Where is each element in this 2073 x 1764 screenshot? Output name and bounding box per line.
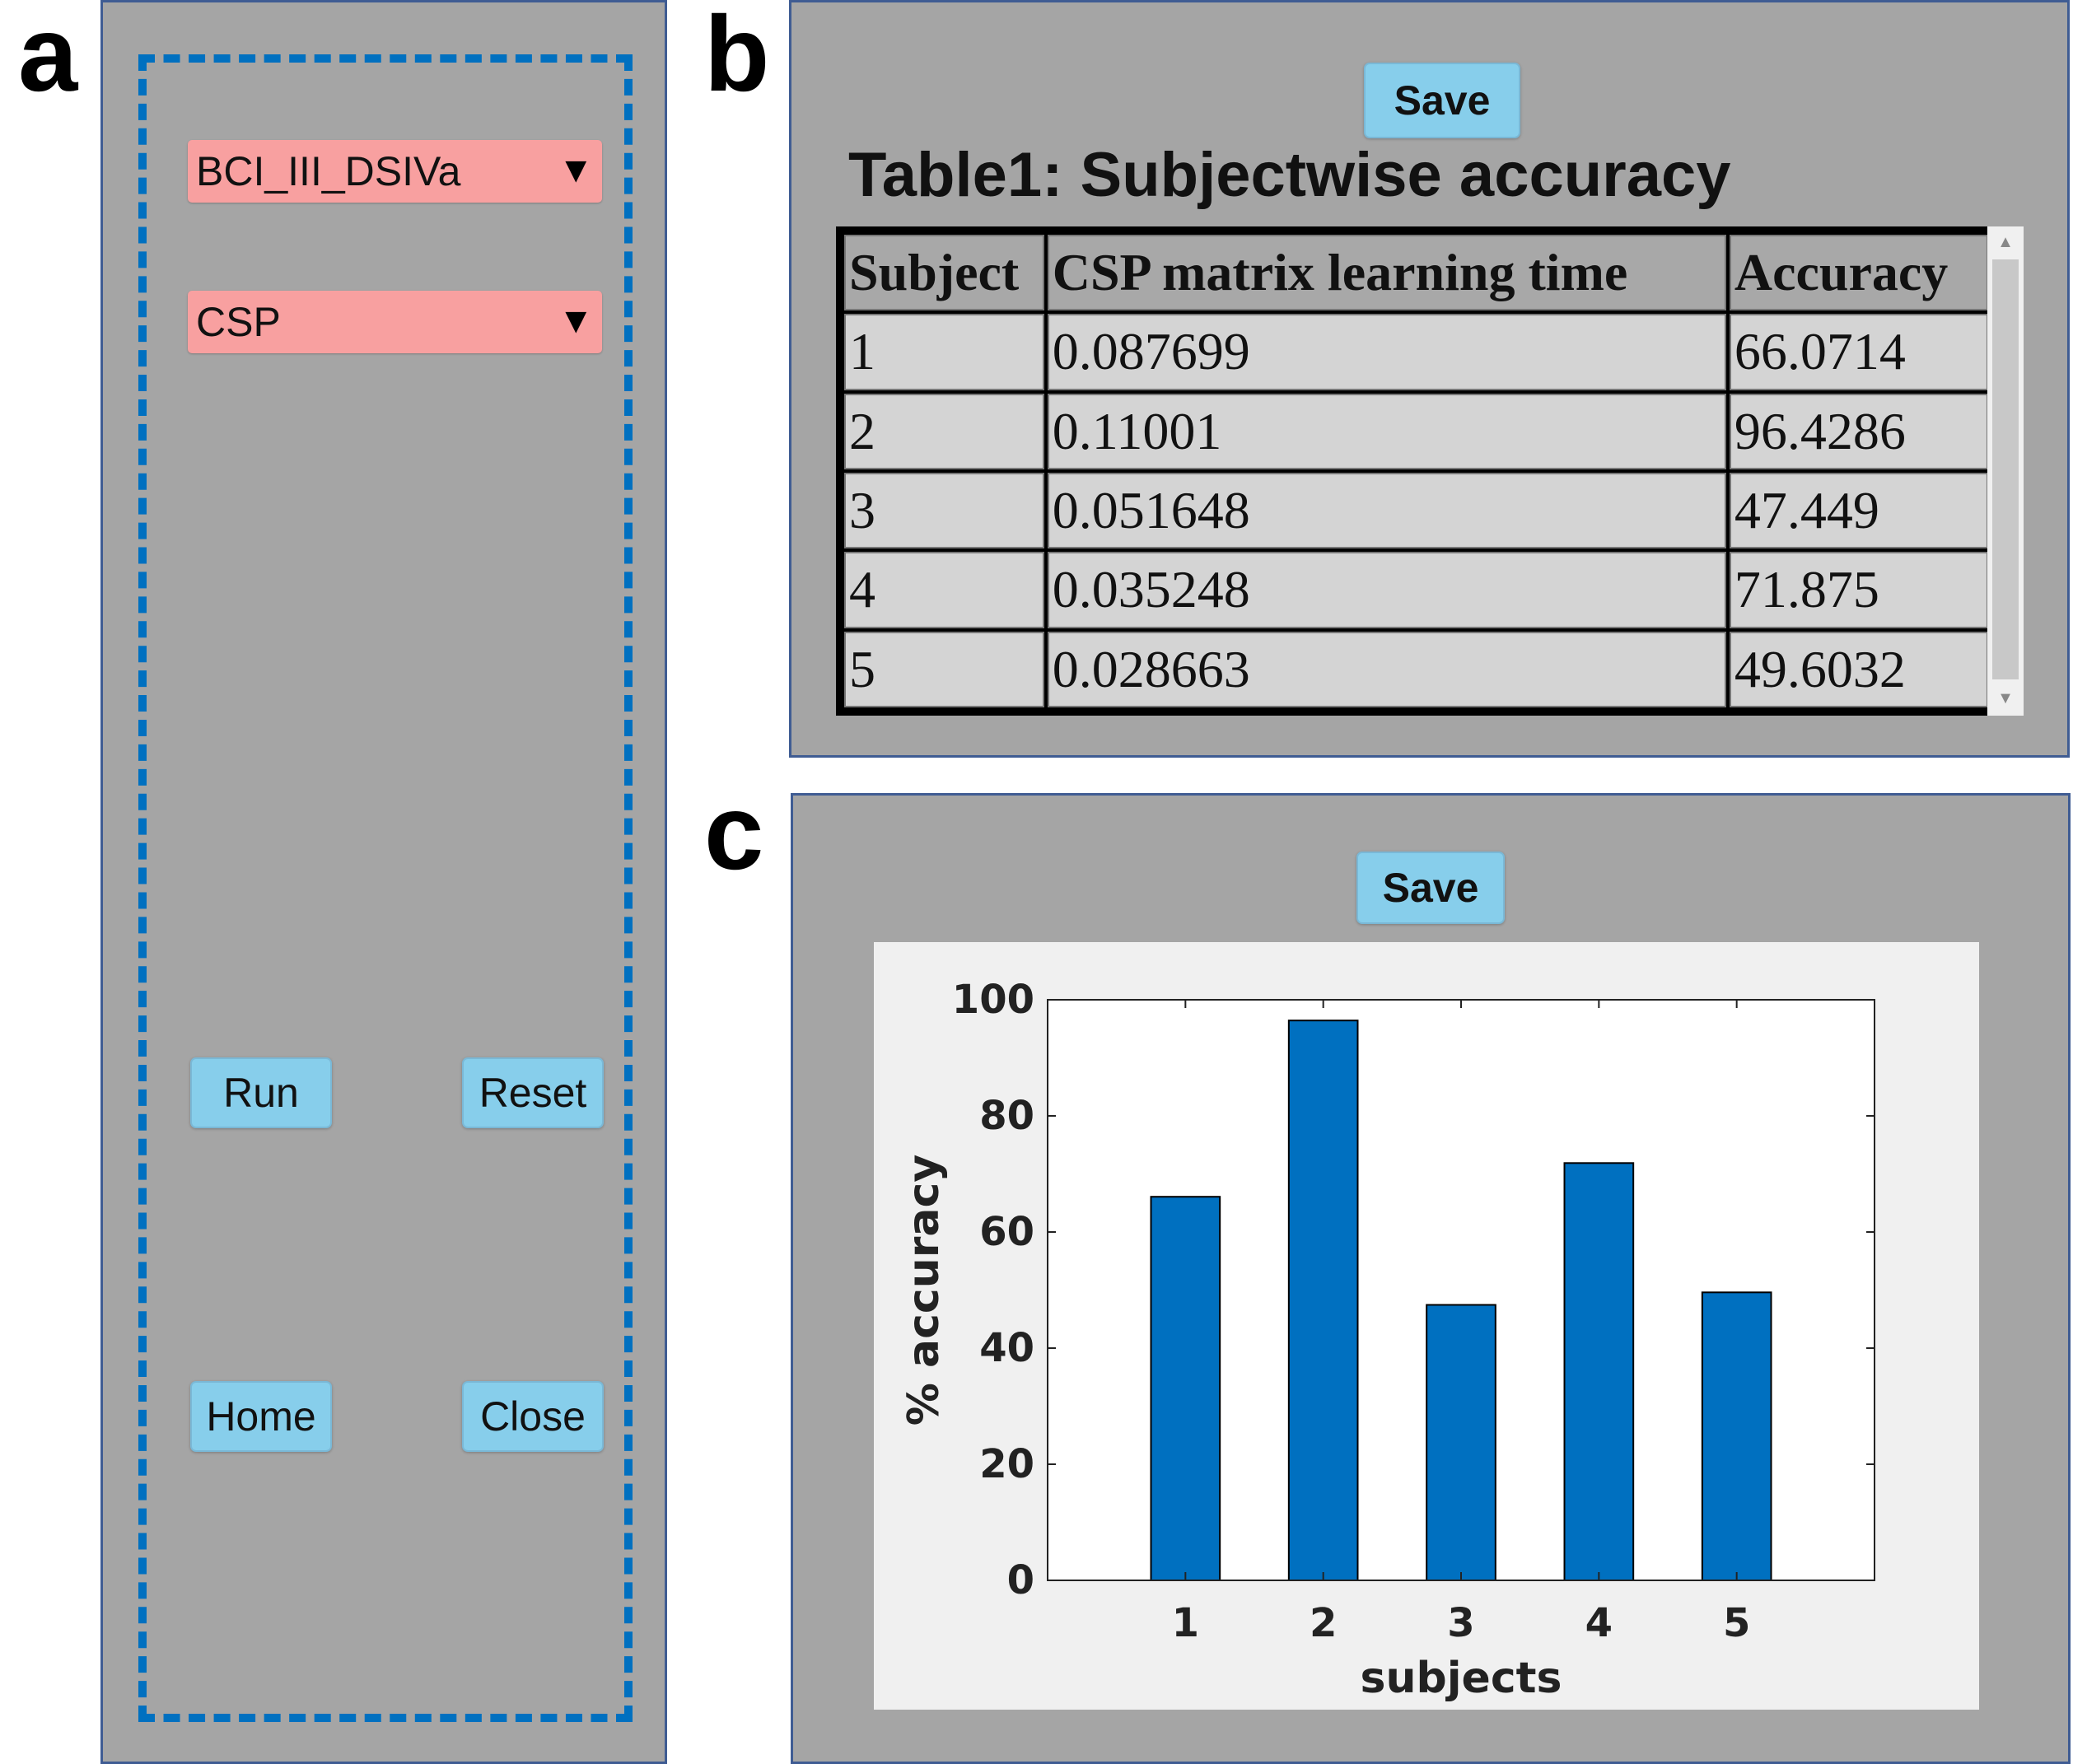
y-axis-label: % accuracy	[899, 1155, 949, 1426]
table-cell: 96.4286	[1729, 393, 1988, 469]
table-row: 1 0.087699 66.0714	[844, 314, 1988, 390]
reset-button[interactable]: Reset	[462, 1057, 604, 1128]
y-tick-label: 80	[979, 1093, 1034, 1139]
y-tick-label: 40	[979, 1325, 1034, 1371]
column-header: CSP matrix learning time	[1047, 235, 1726, 311]
table-row: 4 0.035248 71.875	[844, 552, 1988, 628]
plot-background: 0 20 40 60 80 100 1 2 3 4 5 subjects % accuracy	[874, 942, 1979, 1710]
bar	[1426, 1304, 1496, 1581]
bar	[1701, 1291, 1772, 1581]
table-scrollbar[interactable]: ▲ ▼	[1987, 226, 2024, 716]
table-cell: 0.051648	[1047, 472, 1726, 549]
home-button[interactable]: Home	[190, 1381, 332, 1452]
accuracy-bar-chart: 0 20 40 60 80 100 1 2 3 4 5 subjects % accuracy	[899, 977, 1875, 1703]
table-cell: 1	[844, 314, 1044, 390]
control-panel: BCI_III_DSIVa ▼ CSP ▼ Run Reset Home Clo…	[100, 0, 667, 1764]
table-cell: 47.449	[1729, 472, 1988, 549]
results-table: Subject CSP matrix learning time Accurac…	[841, 231, 1991, 711]
save-table-button[interactable]: Save	[1364, 63, 1520, 138]
table-row: 2 0.11001 96.4286	[844, 393, 1988, 469]
accuracy-chart-panel: Save 0 20 40 60 80 100 1 2 3 4 5 subjects % accuracy	[791, 793, 2071, 1764]
table-cell: 3	[844, 472, 1044, 549]
scroll-up-icon[interactable]: ▲	[1997, 233, 2014, 251]
y-tick-label: 100	[952, 977, 1034, 1023]
x-axis-label: subjects	[1361, 1654, 1562, 1703]
method-dropdown-value: CSP	[196, 299, 281, 345]
results-table-panel: Save Table1: Subjectwise accuracy Subjec…	[789, 0, 2070, 758]
run-button[interactable]: Run	[190, 1057, 332, 1128]
x-tick-label: 1	[1172, 1600, 1199, 1646]
results-table-frame: Subject CSP matrix learning time Accurac…	[836, 226, 1996, 716]
column-header: Accuracy	[1729, 235, 1988, 311]
y-tick-label: 0	[1007, 1557, 1034, 1603]
bar	[1150, 1196, 1221, 1581]
dataset-dropdown-value: BCI_III_DSIVa	[196, 148, 461, 194]
table-cell: 0.028663	[1047, 631, 1726, 707]
column-header: Subject	[844, 235, 1044, 311]
table-cell: 71.875	[1729, 552, 1988, 628]
table-cell: 66.0714	[1729, 314, 1988, 390]
table-title: Table1: Subjectwise accuracy	[848, 140, 1731, 210]
x-tick-label: 2	[1310, 1600, 1337, 1646]
dashed-highlight-box	[138, 54, 633, 1722]
chevron-down-icon: ▼	[558, 301, 594, 341]
chevron-down-icon: ▼	[558, 150, 594, 190]
x-tick-label: 5	[1723, 1600, 1750, 1646]
x-tick-label: 4	[1585, 1600, 1613, 1646]
table-cell: 4	[844, 552, 1044, 628]
bar	[1287, 1020, 1359, 1582]
scrollbar-thumb[interactable]	[1992, 259, 2019, 679]
table-row: 5 0.028663 49.6032	[844, 631, 1988, 707]
y-tick-label: 60	[979, 1209, 1034, 1255]
dataset-dropdown[interactable]: BCI_III_DSIVa ▼	[188, 140, 602, 203]
table-row: 3 0.051648 47.449	[844, 472, 1988, 549]
save-chart-button[interactable]: Save	[1356, 852, 1505, 924]
panel-label-a: a	[18, 0, 78, 114]
table-cell: 2	[844, 393, 1044, 469]
table-cell: 0.087699	[1047, 314, 1726, 390]
table-cell: 49.6032	[1729, 631, 1988, 707]
scroll-down-icon[interactable]: ▼	[1997, 689, 2014, 707]
table-cell: 0.035248	[1047, 552, 1726, 628]
method-dropdown[interactable]: CSP ▼	[188, 291, 602, 353]
close-button[interactable]: Close	[462, 1381, 604, 1452]
x-tick-label: 3	[1447, 1600, 1474, 1646]
table-header-row: Subject CSP matrix learning time Accurac…	[844, 235, 1988, 311]
table-cell: 5	[844, 631, 1044, 707]
bar	[1563, 1162, 1635, 1581]
panel-label-b: b	[704, 0, 770, 114]
table-cell: 0.11001	[1047, 393, 1726, 469]
panel-label-c: c	[704, 772, 764, 892]
y-tick-label: 20	[979, 1441, 1034, 1487]
